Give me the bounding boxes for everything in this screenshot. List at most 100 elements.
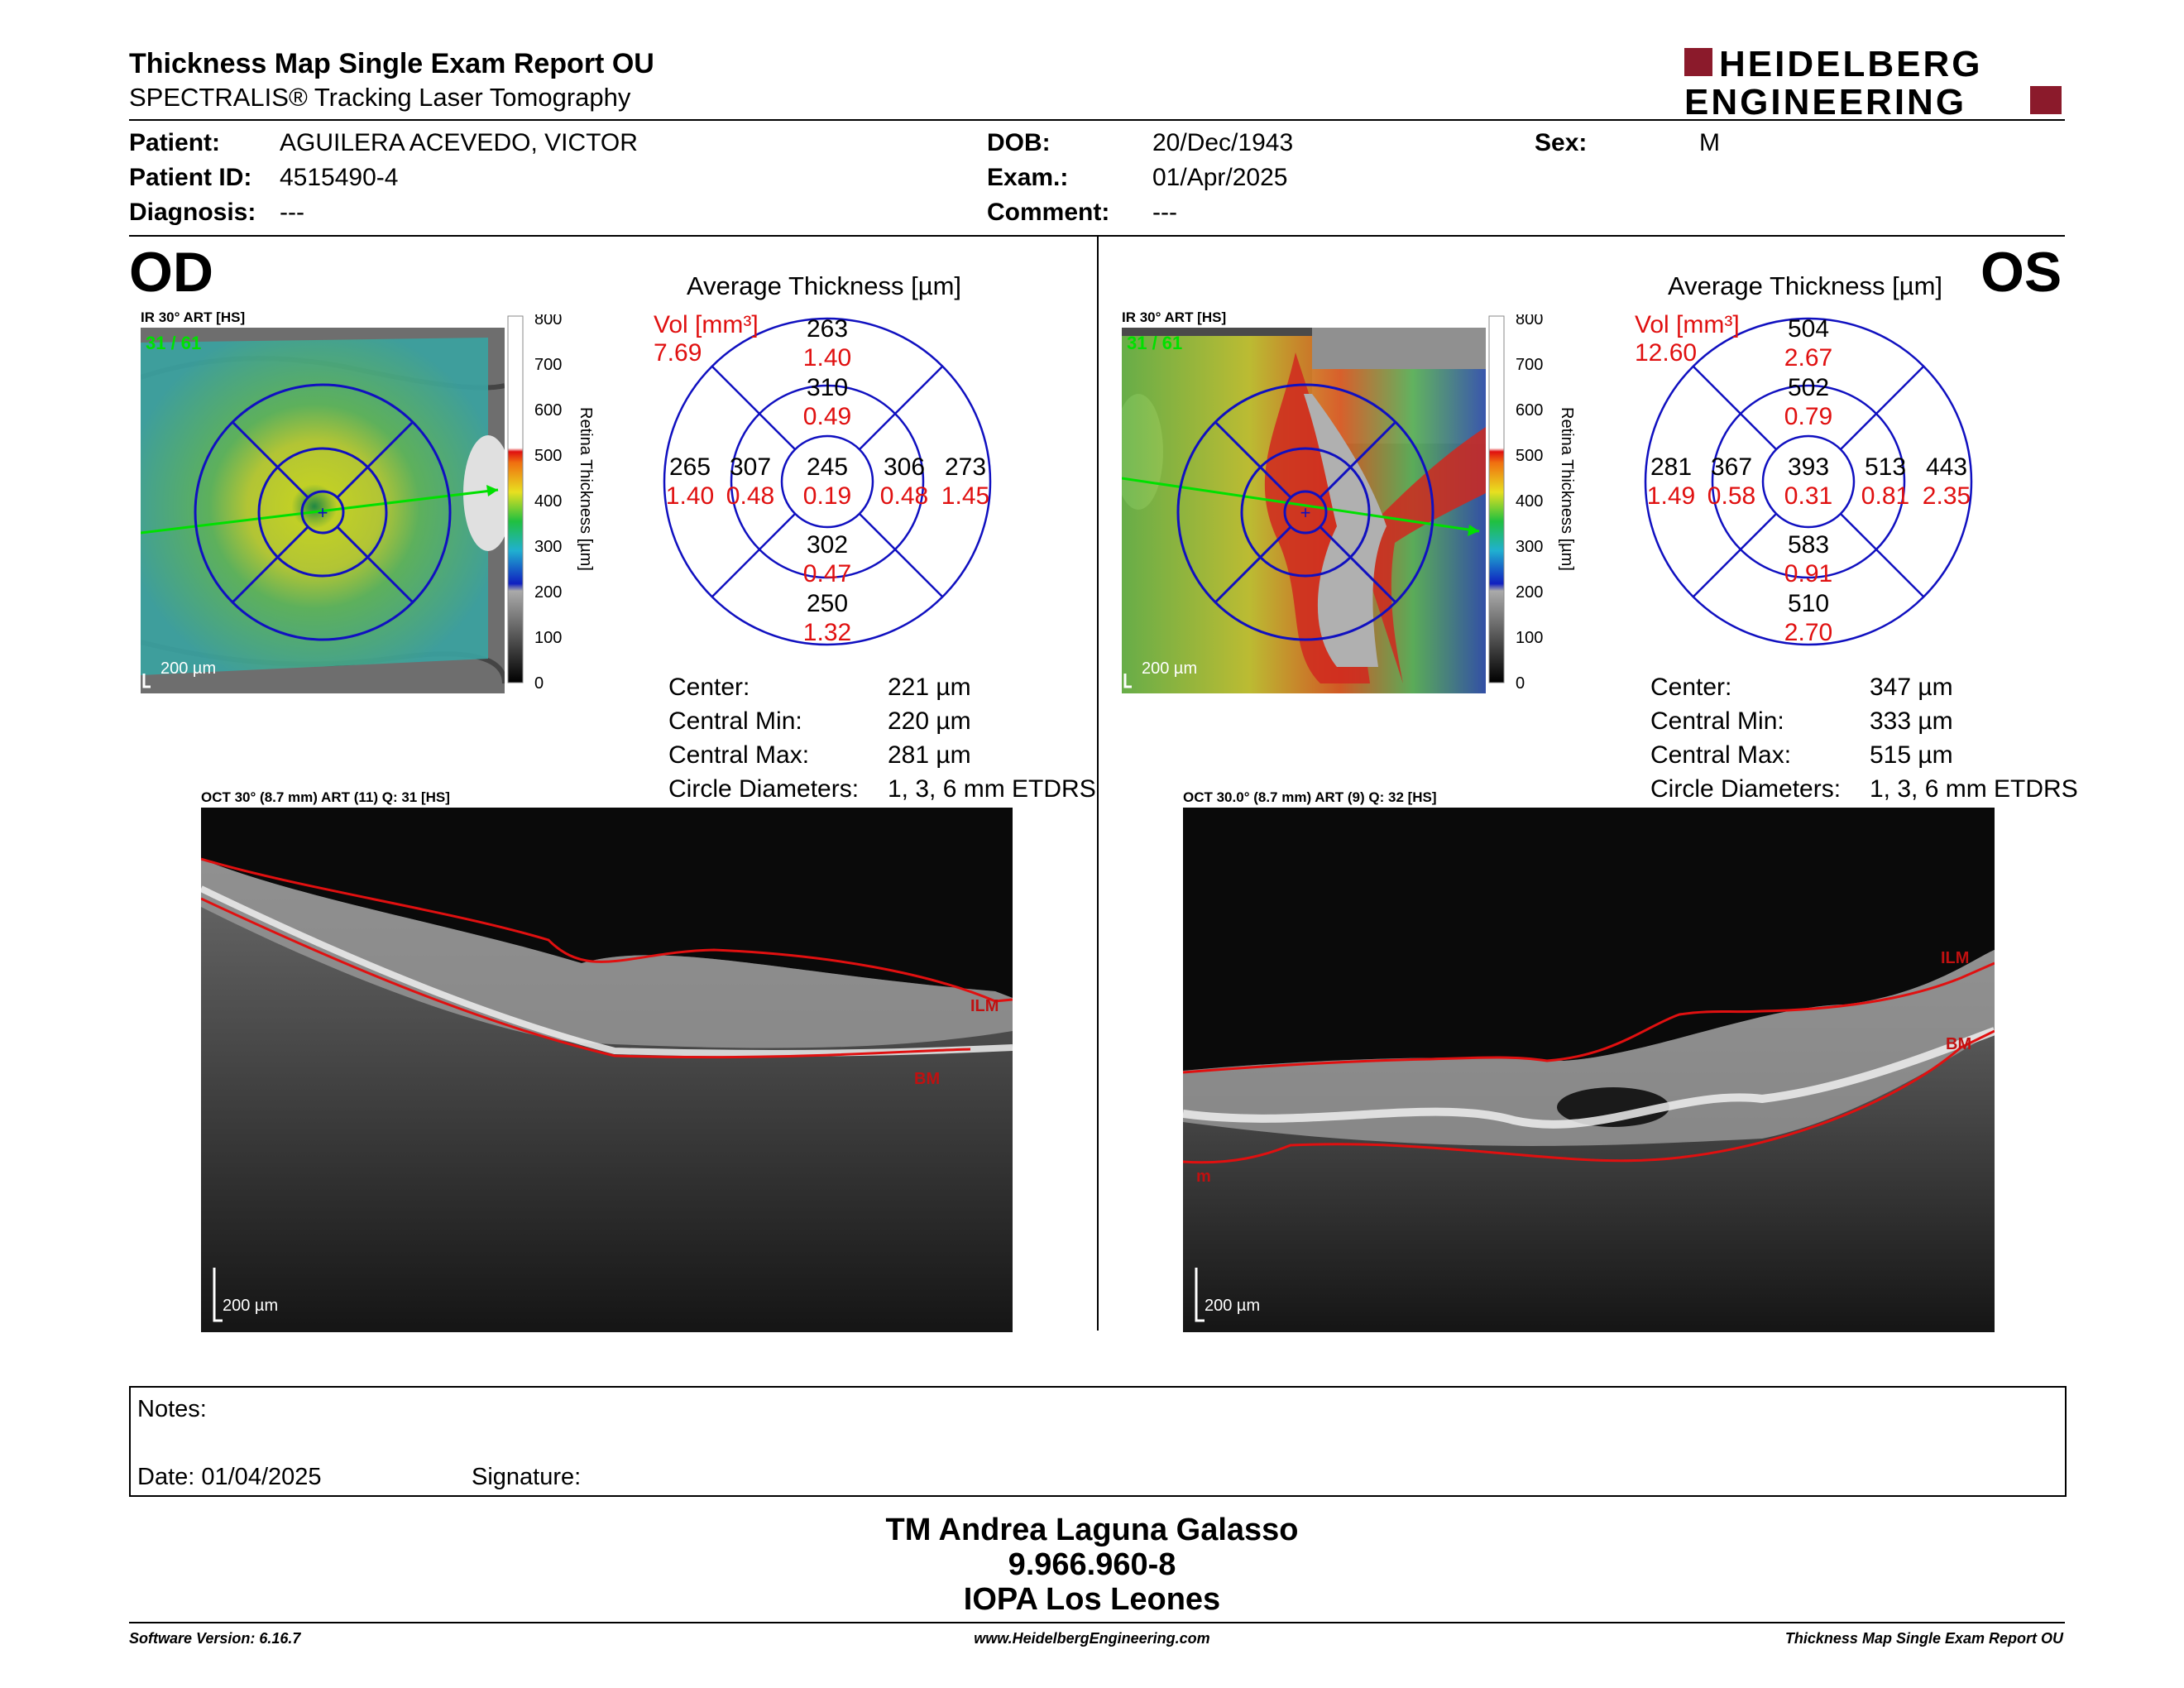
od-outer-right-volume: 1.45 — [941, 482, 989, 510]
od-stat-value: 220 µm — [888, 707, 971, 735]
od-stats-labels: Center: Central Min: Central Max: Circle… — [668, 670, 859, 806]
od-stat-label: Center: — [668, 674, 750, 701]
logo-line1: HEIDELBERG — [1719, 46, 1982, 84]
dob-value: 20/Dec/1943 — [1152, 129, 1294, 156]
patient-name: AGUILERA ACEVEDO, VICTOR — [280, 129, 638, 156]
od-stat-value: 1, 3, 6 mm ETDRS — [888, 775, 1096, 803]
od-inner-left-thickness: 307 — [730, 453, 771, 481]
od-color-scale: 800 700 600 500 400 300 200 100 0 Retina… — [505, 310, 612, 695]
od-inner-left-volume: 0.48 — [726, 482, 774, 510]
notes-label: Notes: — [137, 1396, 207, 1422]
od-etdrs-grid: 263 1.40 310 0.49 265 1.40 307 0.48 245 … — [654, 308, 1001, 655]
os-stat-value: 1, 3, 6 mm ETDRS — [1870, 775, 2078, 803]
od-stats-values: 221 µm 220 µm 281 µm 1, 3, 6 mm ETDRS — [888, 670, 1096, 806]
os-oct-bscan: ILM BM m 200 µm — [1182, 808, 1996, 1332]
od-volume-block: Vol [mm³] 7.69 — [654, 311, 759, 367]
cbar-label: Retina Thickness [µm] — [1558, 407, 1576, 571]
od-outer-top-volume: 1.40 — [803, 344, 851, 372]
cbar-tick: 700 — [1516, 356, 1543, 374]
os-bm-label: BM — [1946, 1035, 1971, 1053]
signer-name: TM Andrea Laguna Galasso — [885, 1513, 1299, 1547]
od-stat-label: Central Min: — [668, 707, 802, 735]
report-subtitle: SPECTRALIS® Tracking Laser Tomography — [129, 83, 631, 112]
signature-label: Signature: — [472, 1464, 582, 1490]
os-inner-top-thickness: 502 — [1788, 374, 1829, 401]
cbar-tick: 400 — [1516, 492, 1543, 511]
dob-label: DOB: — [987, 129, 1051, 156]
od-ir-caption: IR 30° ART [HS] — [141, 309, 246, 325]
os-outer-right-volume: 2.35 — [1923, 482, 1971, 510]
os-stats-values: 347 µm 333 µm 515 µm 1, 3, 6 mm ETDRS — [1870, 670, 2078, 806]
od-outer-top-thickness: 263 — [807, 315, 848, 343]
os-ir-scale: 200 µm — [1142, 659, 1197, 678]
cbar-tick: 300 — [534, 538, 562, 556]
os-stat-value: 333 µm — [1870, 707, 1953, 735]
os-stat-label: Circle Diameters: — [1650, 775, 1842, 803]
os-inner-right-thickness: 513 — [1865, 453, 1906, 481]
os-etdrs-grid: 504 2.67 502 0.79 281 1.49 367 0.58 393 … — [1635, 308, 1982, 655]
os-stat-value: 347 µm — [1870, 674, 1953, 701]
logo-line2: ENGINEERING — [1684, 82, 1966, 117]
cbar-tick: 800 — [1516, 314, 1543, 328]
od-outer-left-thickness: 265 — [669, 453, 711, 481]
cbar-tick: 500 — [534, 447, 562, 465]
os-inner-left-volume: 0.58 — [1707, 482, 1755, 510]
cbar-tick: 0 — [1516, 674, 1525, 693]
cbar-tick: 100 — [534, 629, 562, 647]
od-outer-right-thickness: 273 — [945, 453, 986, 481]
od-eye-label: OD — [129, 241, 213, 304]
os-outer-top-volume: 2.67 — [1784, 344, 1832, 372]
os-oct-caption: OCT 30.0° (8.7 mm) ART (9) Q: 32 [HS] — [1183, 789, 1437, 805]
os-ilm-label: ILM — [1941, 949, 1969, 967]
od-center-volume: 0.19 — [803, 482, 851, 510]
od-vol-label: Vol [mm³] — [654, 311, 759, 338]
os-vol-total: 12.60 — [1635, 339, 1698, 367]
os-stat-value: 515 µm — [1870, 741, 1953, 769]
od-stat-label: Central Max: — [668, 741, 810, 769]
cbar-tick: 700 — [534, 356, 562, 374]
comment-value: --- — [1152, 199, 1177, 226]
os-inner-bottom-volume: 0.91 — [1784, 560, 1832, 587]
footer-divider — [129, 1622, 2065, 1623]
od-oct-bscan: ILM BM 200 µm — [199, 808, 1013, 1332]
os-outer-top-thickness: 504 — [1788, 315, 1829, 343]
od-vol-total: 7.69 — [654, 339, 702, 367]
svg-text:+: + — [318, 502, 328, 523]
od-inner-top-thickness: 310 — [807, 374, 848, 401]
od-center-thickness: 245 — [807, 453, 848, 481]
patient-divider — [129, 235, 2065, 237]
os-color-scale: 800 700 600 500 400 300 200 100 0 Retina… — [1486, 310, 1593, 695]
heidelberg-logo: HEIDELBERG ENGINEERING — [1684, 44, 2065, 122]
os-vol-label: Vol [mm³] — [1635, 311, 1740, 338]
os-eye-label: OS — [1980, 241, 2062, 304]
exam-value: 01/Apr/2025 — [1152, 164, 1288, 191]
od-inner-right-thickness: 306 — [884, 453, 925, 481]
cbar-tick: 200 — [1516, 583, 1543, 602]
patient-id-label: Patient ID: — [129, 164, 252, 191]
software-version: Software Version: 6.16.7 — [129, 1630, 301, 1647]
od-stat-label: Circle Diameters: — [668, 775, 860, 803]
patient-id-value: 4515490-4 — [280, 164, 399, 191]
diagnosis-label: Diagnosis: — [129, 199, 256, 226]
od-inner-right-volume: 0.48 — [880, 482, 928, 510]
website-link[interactable]: www.HeidelbergEngineering.com — [974, 1630, 1210, 1647]
cbar-tick: 800 — [534, 314, 562, 328]
os-bm-left-label: m — [1196, 1168, 1211, 1186]
os-inner-bottom-thickness: 583 — [1788, 531, 1829, 559]
patient-label: Patient: — [129, 129, 221, 156]
os-inner-top-volume: 0.79 — [1784, 403, 1832, 430]
os-center-volume: 0.31 — [1784, 482, 1832, 510]
od-inner-bottom-thickness: 302 — [807, 531, 848, 559]
od-ir-thickness-map: + 31 / 61 200 µm — [140, 328, 513, 693]
cbar-tick: 0 — [534, 674, 544, 693]
exam-label: Exam.: — [987, 164, 1069, 191]
notes-box[interactable]: Notes: Date: 01/04/2025 Signature: — [129, 1386, 2067, 1497]
od-inner-bottom-volume: 0.47 — [803, 560, 851, 587]
signer-rut: 9.966.960-8 — [1008, 1547, 1176, 1582]
os-inner-right-volume: 0.81 — [1861, 482, 1909, 510]
report-title: Thickness Map Single Exam Report OU — [129, 48, 654, 79]
cbar-tick: 600 — [1516, 401, 1543, 420]
os-ir-caption: IR 30° ART [HS] — [1122, 309, 1227, 325]
cbar-label: Retina Thickness [µm] — [577, 407, 595, 571]
os-oct-scale: 200 µm — [1205, 1297, 1260, 1315]
